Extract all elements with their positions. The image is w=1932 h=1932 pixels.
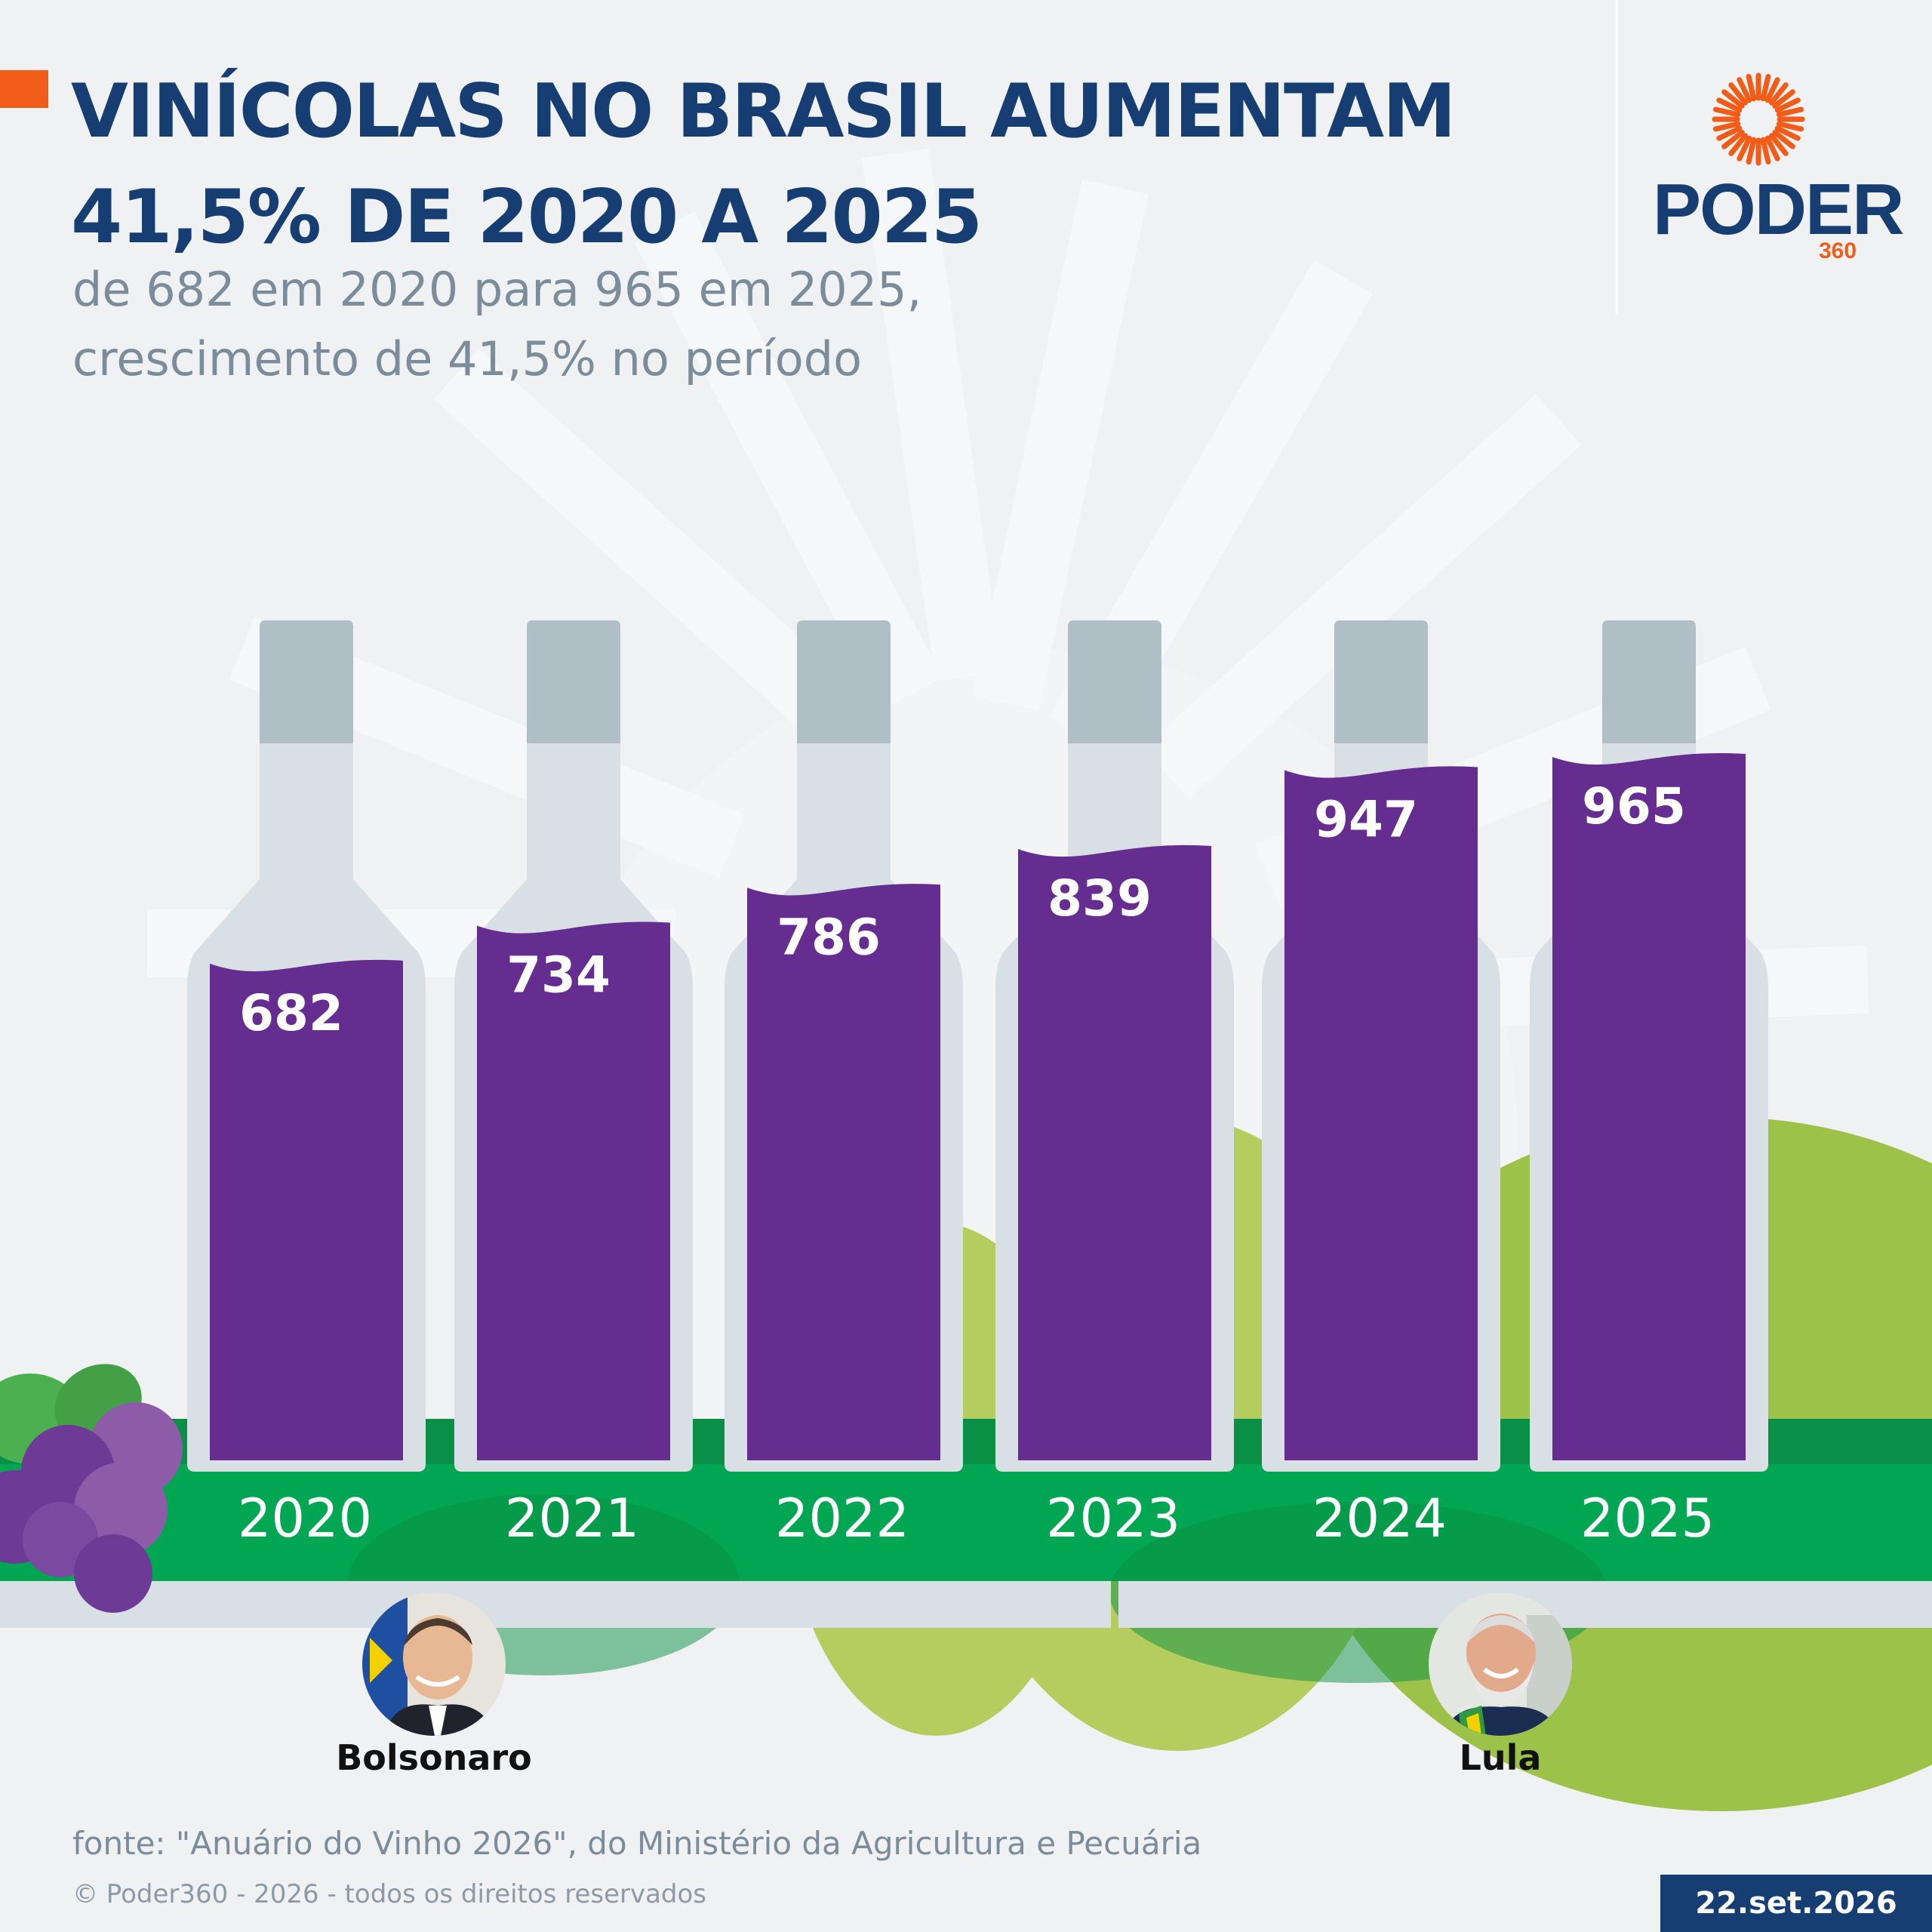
bottle-2021: 734 [454, 620, 693, 1472]
portrait-lula-icon [1429, 1592, 1572, 1736]
subtitle-line-2: crescimento de 41,5% no período [72, 331, 863, 386]
year-label-2024: 2024 [1312, 1487, 1447, 1549]
poder360-logo: PODER 360 [1653, 68, 1904, 272]
year-label-2023: 2023 [1046, 1487, 1180, 1549]
wine-bar-2024 [1284, 766, 1478, 1460]
divider-line [1616, 0, 1618, 315]
value-label-2024: 947 [1314, 790, 1418, 848]
lula-name: Lula [1459, 1737, 1542, 1778]
copyright-note: © Poder360 - 2026 - todos os direitos re… [72, 1879, 707, 1909]
value-label-2021: 734 [506, 946, 611, 1004]
lula-portrait [1429, 1592, 1572, 1736]
wine-bar-2025 [1552, 752, 1746, 1460]
year-label-2022: 2022 [775, 1487, 909, 1549]
page-title: VINÍCOLAS NO BRASIL AUMENTAM 41,5% DE 20… [71, 69, 1457, 260]
subtitle-line-1: de 682 em 2020 para 965 em 2025, [72, 262, 922, 317]
subtitle: de 682 em 2020 para 965 em 2025, crescim… [72, 255, 1280, 394]
bottle-cap [527, 620, 620, 743]
bottle-cap [1602, 620, 1696, 743]
wine-bar-2023 [1018, 844, 1211, 1460]
bolsonaro-name: Bolsonaro [336, 1737, 532, 1778]
bottle-cap [797, 620, 891, 743]
bottle-cap [260, 620, 353, 743]
bottle-2024: 947 [1262, 620, 1500, 1472]
bottle-cap [1334, 620, 1428, 743]
bottle-2020: 682 [187, 620, 426, 1472]
wine-bar-2020 [210, 959, 403, 1460]
wine-bar-2022 [747, 884, 940, 1460]
bottle-cap [1068, 620, 1161, 743]
year-label-2025: 2025 [1580, 1487, 1715, 1549]
grapes-decoration [0, 1364, 183, 1613]
year-label-2020: 2020 [238, 1487, 372, 1549]
bottle-2022: 786 [724, 620, 963, 1472]
bottle-2023: 839 [995, 620, 1234, 1472]
accent-bar [0, 70, 48, 108]
bolsonaro-portrait [362, 1592, 506, 1736]
source-note: fonte: "Anuário do Vinho 2026", do Minis… [72, 1825, 1202, 1862]
wine-bar-2021 [477, 921, 670, 1460]
value-label-2025: 965 [1582, 777, 1686, 835]
portrait-bolsonaro-icon [362, 1592, 506, 1736]
value-label-2020: 682 [239, 984, 343, 1042]
value-label-2023: 839 [1048, 869, 1152, 928]
sun-icon [1712, 72, 1805, 166]
year-label-2021: 2021 [505, 1487, 639, 1549]
logo-number: 360 [1819, 238, 1857, 263]
date-badge: 22.set.2026 [1660, 1875, 1932, 1932]
bottle-2025: 965 [1530, 620, 1768, 1472]
value-label-2022: 786 [777, 908, 881, 966]
